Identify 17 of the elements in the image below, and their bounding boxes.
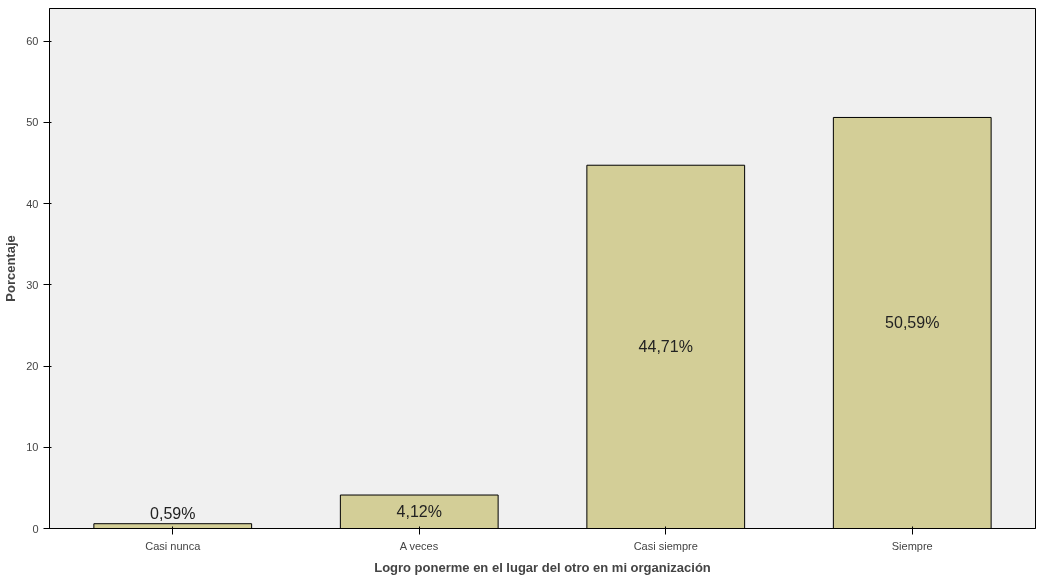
y-tick-label: 0 [32,522,39,535]
y-tick-label: 60 [26,35,39,47]
y-tick-label: 30 [26,278,39,291]
data-label: 44,71% [638,338,693,356]
y-axis-title: Porcentaje [3,235,19,302]
y-tick-label: 20 [26,360,39,372]
data-label: 50,59% [885,314,940,332]
y-tick-label: 10 [26,441,39,454]
y-tick-label: 40 [26,197,39,210]
x-axis-title: Logro ponerme en el lugar del otro en mi organización [374,559,711,575]
x-tick-label: Casi siempre [633,539,698,552]
x-tick-label: A veces [399,539,439,552]
x-tick-label: Casi nunca [145,539,202,552]
data-label: 4,12% [396,503,442,521]
x-tick-label: Siempre [891,539,933,552]
data-label: 0,59% [150,504,196,522]
y-tick-label: 50 [26,116,39,129]
